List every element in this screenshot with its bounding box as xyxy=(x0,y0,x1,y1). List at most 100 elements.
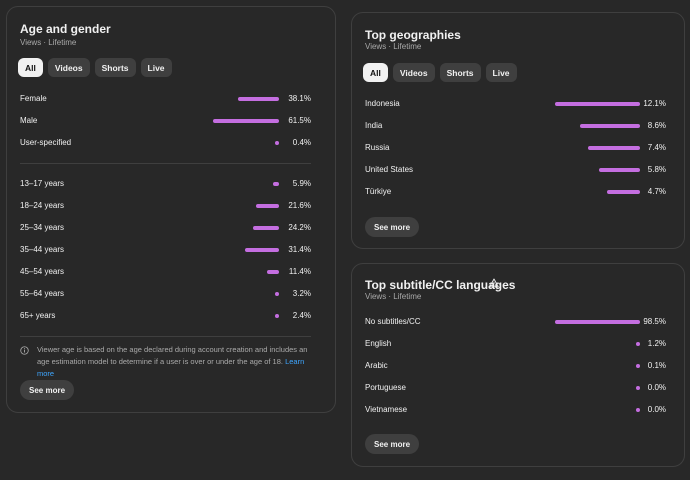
row-label: 18–24 years xyxy=(20,201,65,210)
data-row: Arabic 0.1% xyxy=(352,358,684,374)
see-more-button[interactable]: See more xyxy=(365,434,420,454)
row-label: United States xyxy=(365,165,414,174)
row-bar xyxy=(579,124,640,128)
row-bar xyxy=(212,119,279,123)
geographies-subtitle: Views · Lifetime xyxy=(365,42,422,51)
row-value: 98.5% xyxy=(643,317,666,326)
row-value: 12.1% xyxy=(643,99,666,108)
data-row: Vietnamese 0.0% xyxy=(352,402,684,418)
learn-more-link[interactable]: Learn more xyxy=(37,357,305,378)
row-bar xyxy=(275,292,279,296)
data-row: 55–64 years 3.2% xyxy=(7,286,335,302)
data-row: 45–54 years 11.4% xyxy=(7,264,335,280)
chip-all[interactable]: All xyxy=(18,58,43,77)
divider xyxy=(20,163,311,164)
top-subtitle-languages-card: Top subtitle/CC languages Views · Lifeti… xyxy=(351,263,685,467)
row-label: India xyxy=(365,121,383,130)
row-value: 21.6% xyxy=(288,201,311,210)
warning-triangle-icon[interactable] xyxy=(489,278,499,288)
row-value: 0.0% xyxy=(647,383,666,392)
row-bar xyxy=(636,364,640,368)
row-bar xyxy=(599,168,640,172)
row-value: 11.4% xyxy=(288,267,311,276)
chip-live[interactable]: Live xyxy=(140,58,172,77)
chip-live[interactable]: Live xyxy=(485,63,517,82)
age-info-text: Viewer age is based on the age declared … xyxy=(37,345,308,366)
row-label: Male xyxy=(20,116,38,125)
row-bar xyxy=(255,204,279,208)
row-label: 35–44 years xyxy=(20,245,65,254)
row-label: English xyxy=(365,339,392,348)
row-value: 8.6% xyxy=(647,121,666,130)
row-label: Female xyxy=(20,94,47,103)
row-value: 5.9% xyxy=(292,179,311,188)
chip-shorts[interactable]: Shorts xyxy=(439,63,481,82)
geographies-title: Top geographies xyxy=(365,28,461,42)
data-row: 65+ years 2.4% xyxy=(7,308,335,324)
row-bar xyxy=(555,102,640,106)
row-value: 4.7% xyxy=(647,187,666,196)
row-bar xyxy=(252,226,279,230)
geographies-filter-chips: All Videos Shorts Live xyxy=(363,63,517,82)
see-more-button[interactable]: See more xyxy=(365,217,420,237)
data-row: English 1.2% xyxy=(352,336,684,352)
row-label: No subtitles/CC xyxy=(365,317,421,326)
age-gender-card: Age and gender Views · Lifetime All Vide… xyxy=(6,6,336,413)
row-value: 0.4% xyxy=(292,138,311,147)
data-row: No subtitles/CC 98.5% xyxy=(352,314,684,330)
row-label: 45–54 years xyxy=(20,267,65,276)
row-bar xyxy=(237,97,279,101)
row-bar xyxy=(275,314,279,318)
chip-shorts[interactable]: Shorts xyxy=(94,58,136,77)
row-value: 61.5% xyxy=(288,116,311,125)
row-value: 7.4% xyxy=(647,143,666,152)
row-bar xyxy=(636,408,640,412)
row-label: 55–64 years xyxy=(20,289,65,298)
row-label: User-specified xyxy=(20,138,72,147)
row-bar xyxy=(275,141,279,145)
data-row: Russia 7.4% xyxy=(352,140,684,156)
data-row: User-specified 0.4% xyxy=(7,135,335,151)
chip-videos[interactable]: Videos xyxy=(392,63,435,82)
row-bar xyxy=(266,270,279,274)
info-icon xyxy=(20,346,29,355)
row-label: Türkiye xyxy=(365,187,392,196)
age-gender-title: Age and gender xyxy=(20,22,111,36)
row-value: 38.1% xyxy=(288,94,311,103)
data-row: 13–17 years 5.9% xyxy=(7,176,335,192)
row-value: 24.2% xyxy=(288,223,311,232)
row-value: 0.0% xyxy=(647,405,666,414)
see-more-button[interactable]: See more xyxy=(20,380,75,400)
data-row: Portuguese 0.0% xyxy=(352,380,684,396)
row-bar xyxy=(588,146,640,150)
row-label: Vietnamese xyxy=(365,405,408,414)
row-label: 65+ years xyxy=(20,311,56,320)
data-row: 25–34 years 24.2% xyxy=(7,220,335,236)
row-bar xyxy=(636,386,640,390)
row-label: Portuguese xyxy=(365,383,406,392)
row-label: 25–34 years xyxy=(20,223,65,232)
data-row: 35–44 years 31.4% xyxy=(7,242,335,258)
row-bar xyxy=(636,342,640,346)
row-value: 31.4% xyxy=(288,245,311,254)
row-label: 13–17 years xyxy=(20,179,65,188)
data-row: Indonesia 12.1% xyxy=(352,96,684,112)
row-value: 5.8% xyxy=(647,165,666,174)
data-row: 18–24 years 21.6% xyxy=(7,198,335,214)
row-value: 1.2% xyxy=(647,339,666,348)
row-value: 2.4% xyxy=(292,311,311,320)
row-bar xyxy=(607,190,640,194)
chip-all[interactable]: All xyxy=(363,63,388,82)
row-label: Arabic xyxy=(365,361,388,370)
row-bar xyxy=(245,248,279,252)
data-row: United States 5.8% xyxy=(352,162,684,178)
age-gender-filter-chips: All Videos Shorts Live xyxy=(18,58,172,77)
age-gender-subtitle: Views · Lifetime xyxy=(20,38,77,47)
data-row: Male 61.5% xyxy=(7,113,335,129)
data-row: Türkiye 4.7% xyxy=(352,184,684,200)
subtitle-languages-subtitle: Views · Lifetime xyxy=(365,292,422,301)
row-bar xyxy=(555,320,640,324)
row-value: 0.1% xyxy=(647,361,666,370)
data-row: Female 38.1% xyxy=(7,91,335,107)
chip-videos[interactable]: Videos xyxy=(47,58,90,77)
